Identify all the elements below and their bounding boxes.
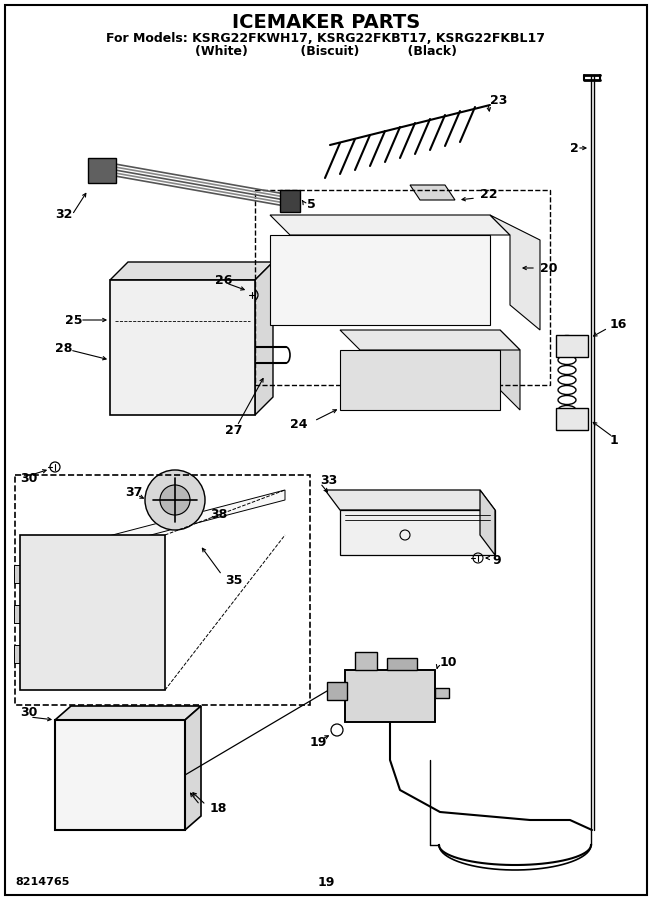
Bar xyxy=(387,658,417,670)
Text: 9: 9 xyxy=(492,554,501,566)
Text: ICEMAKER PARTS: ICEMAKER PARTS xyxy=(232,13,420,32)
Text: 37: 37 xyxy=(125,485,142,499)
Text: 30: 30 xyxy=(20,472,37,484)
Bar xyxy=(355,652,377,670)
Bar xyxy=(340,350,500,410)
Bar xyxy=(345,670,435,722)
Text: 1: 1 xyxy=(610,434,619,446)
Polygon shape xyxy=(325,490,495,510)
Bar xyxy=(327,682,347,700)
Text: 5: 5 xyxy=(307,199,316,212)
Bar xyxy=(110,280,255,415)
Polygon shape xyxy=(110,262,273,280)
Bar xyxy=(270,235,490,325)
Text: (White)            (Biscuit)           (Black): (White) (Biscuit) (Black) xyxy=(195,46,457,58)
Bar xyxy=(14,605,21,623)
Bar xyxy=(15,475,310,705)
Text: 18: 18 xyxy=(210,802,228,814)
Text: 28: 28 xyxy=(55,341,72,355)
Bar xyxy=(55,720,185,830)
Text: 30: 30 xyxy=(20,706,37,718)
Text: 22: 22 xyxy=(480,188,497,202)
Text: 27: 27 xyxy=(225,424,243,436)
Text: 20: 20 xyxy=(540,262,557,274)
Bar xyxy=(255,190,550,385)
Polygon shape xyxy=(480,490,495,555)
Text: 2: 2 xyxy=(570,141,579,155)
Bar xyxy=(345,670,435,722)
Polygon shape xyxy=(255,262,273,415)
Polygon shape xyxy=(270,215,510,235)
Circle shape xyxy=(102,168,108,174)
Polygon shape xyxy=(55,490,285,560)
Polygon shape xyxy=(55,706,201,720)
Bar xyxy=(556,408,588,430)
Circle shape xyxy=(95,168,100,174)
Polygon shape xyxy=(410,185,455,200)
Bar xyxy=(280,190,300,212)
Text: 38: 38 xyxy=(210,508,228,521)
Text: 19: 19 xyxy=(318,876,334,888)
Polygon shape xyxy=(340,330,520,350)
Bar xyxy=(556,335,588,357)
Polygon shape xyxy=(490,215,540,330)
Polygon shape xyxy=(500,330,520,410)
Text: 35: 35 xyxy=(225,573,243,587)
Circle shape xyxy=(36,579,120,662)
Bar xyxy=(14,565,21,583)
Bar xyxy=(435,688,449,698)
Polygon shape xyxy=(340,510,495,555)
Text: 19: 19 xyxy=(310,735,327,749)
Text: For Models: KSRG22FKWH17, KSRG22FKBT17, KSRG22FKBL17: For Models: KSRG22FKWH17, KSRG22FKBT17, … xyxy=(106,32,546,44)
Text: 8214765: 8214765 xyxy=(15,877,69,887)
Text: 10: 10 xyxy=(440,655,458,669)
Circle shape xyxy=(145,470,205,530)
Text: 23: 23 xyxy=(490,94,507,106)
Bar xyxy=(20,535,165,690)
Circle shape xyxy=(70,612,86,628)
Text: 33: 33 xyxy=(320,473,337,487)
Circle shape xyxy=(110,168,115,174)
Bar xyxy=(14,645,21,663)
Text: 26: 26 xyxy=(215,274,232,286)
Circle shape xyxy=(160,485,190,515)
Text: 16: 16 xyxy=(610,319,627,331)
Text: 32: 32 xyxy=(55,209,72,221)
Text: 24: 24 xyxy=(290,418,308,431)
Text: 25: 25 xyxy=(65,313,83,327)
Bar xyxy=(88,158,116,183)
Polygon shape xyxy=(185,706,201,830)
